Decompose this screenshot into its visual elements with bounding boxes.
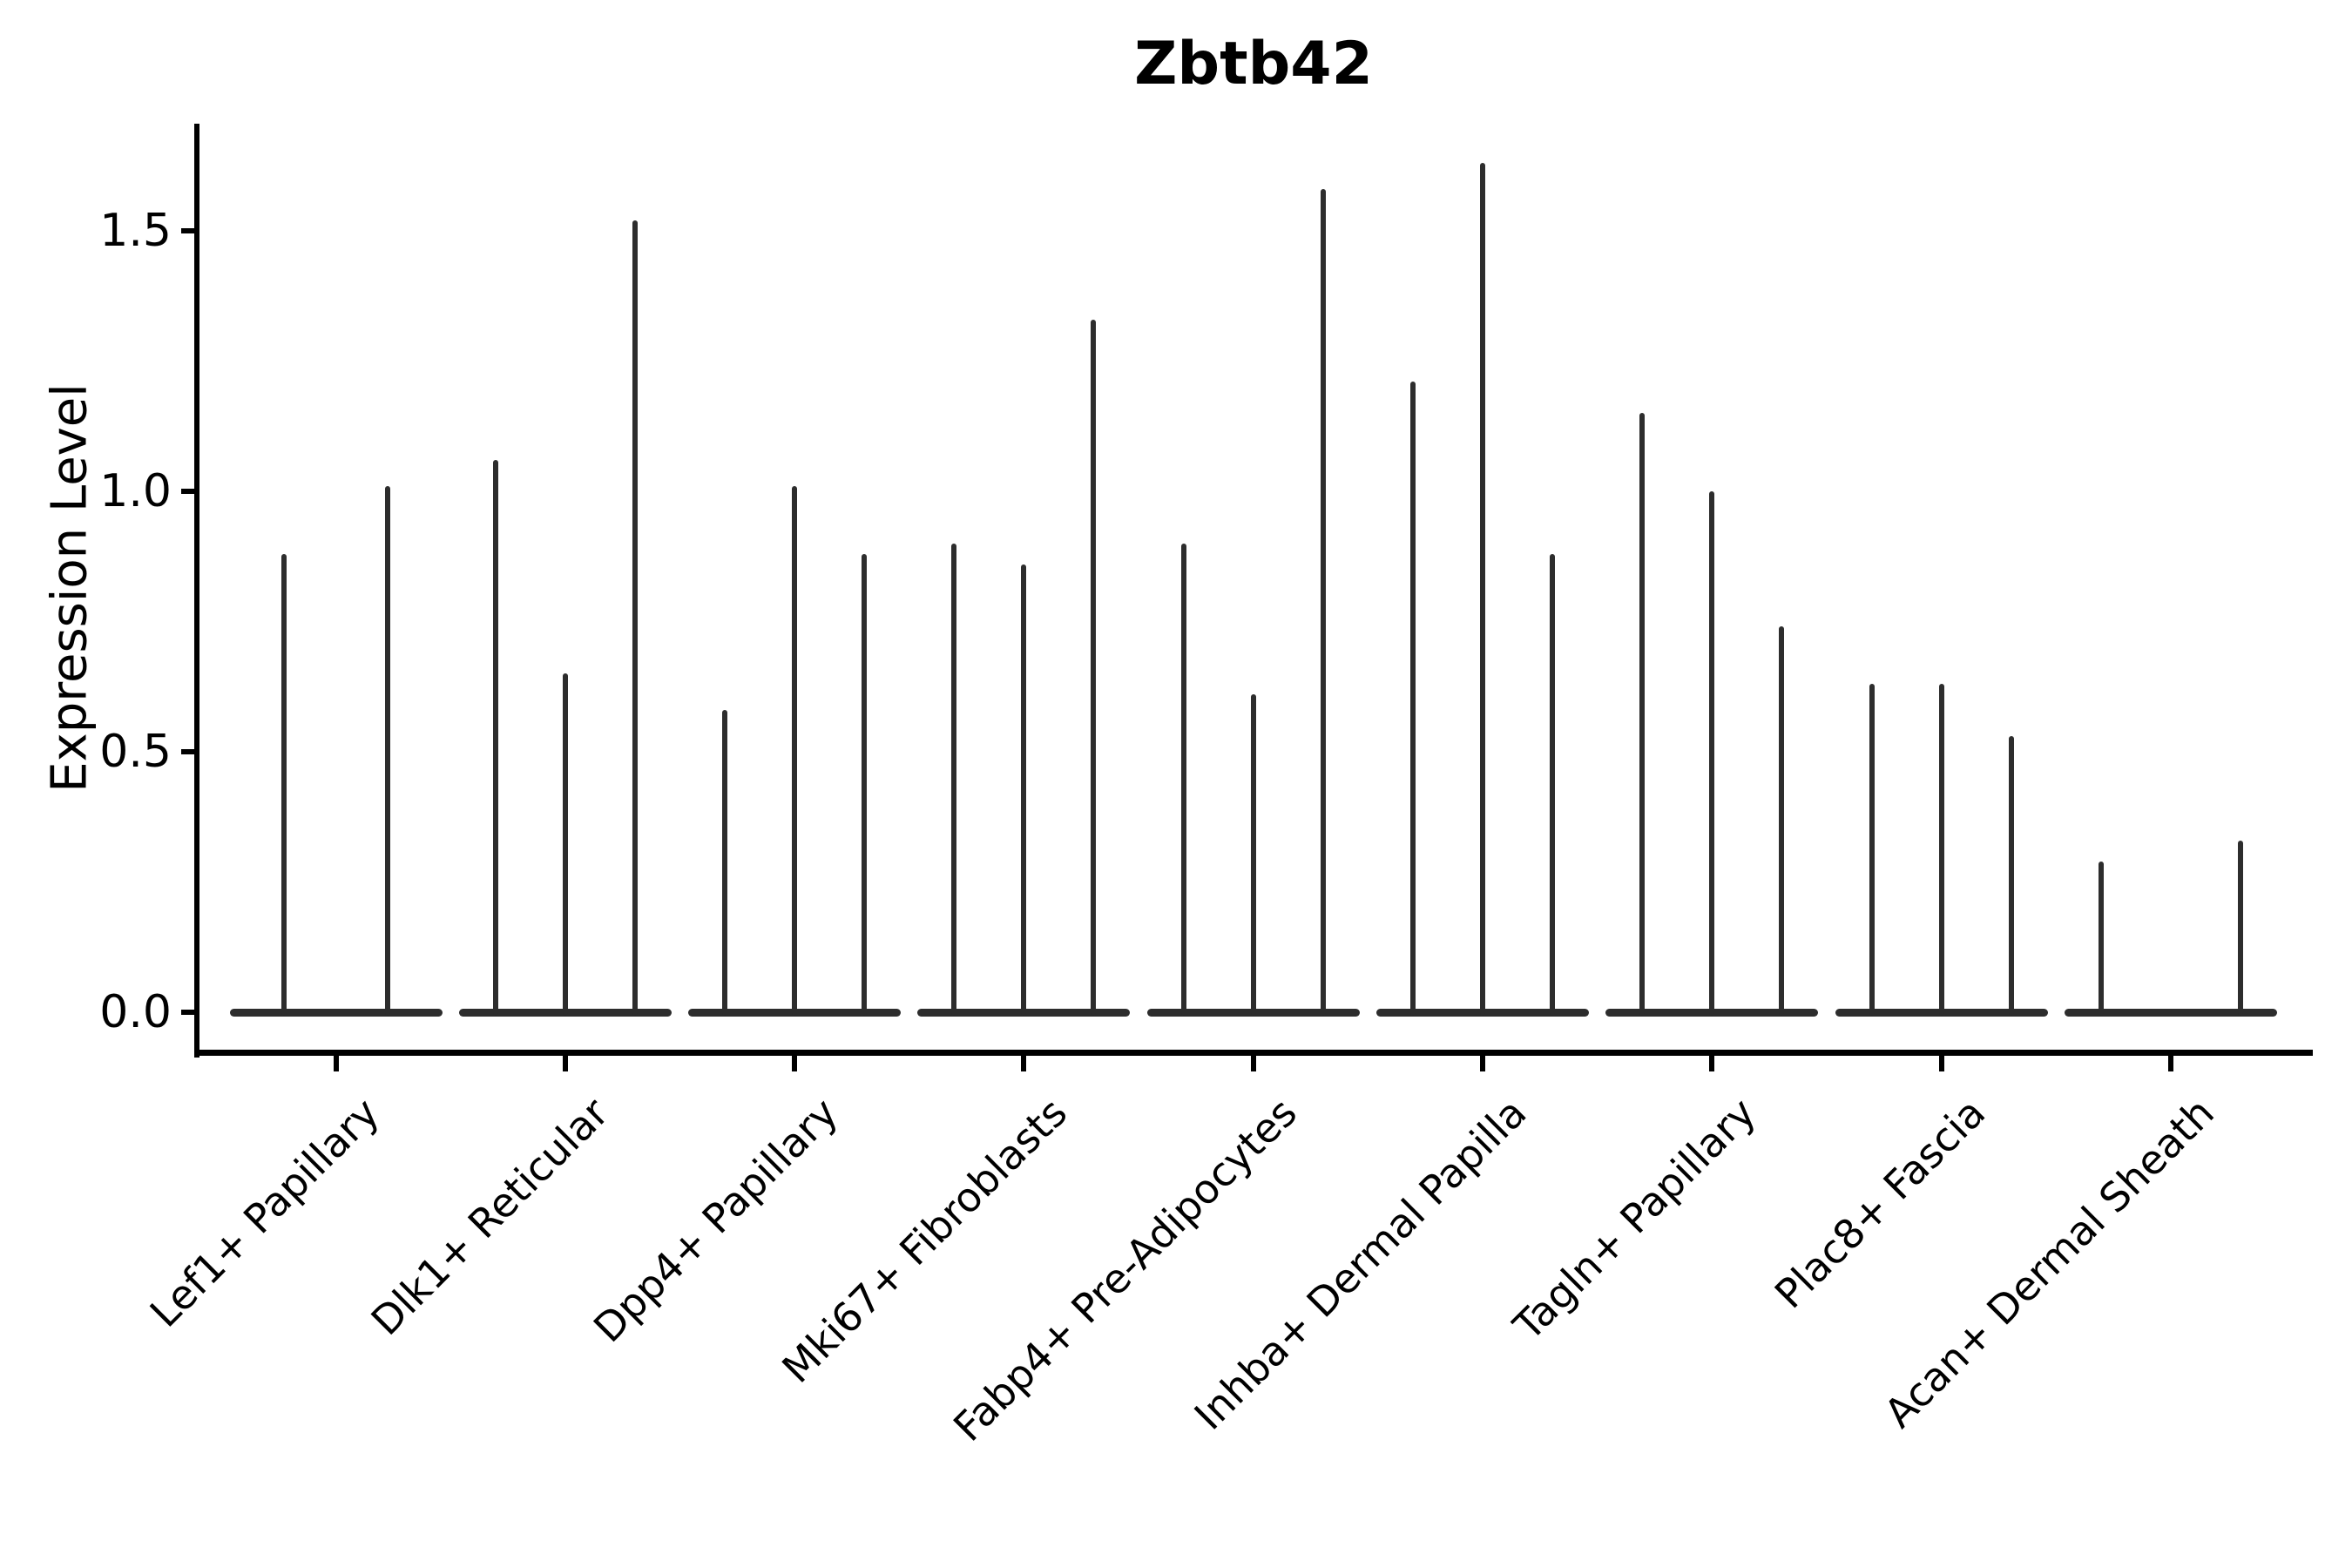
violin-spike [1250,694,1256,1016]
violin-spike [492,460,498,1016]
x-axis-spine [194,1050,2313,1056]
x-tick-mark [333,1056,339,1071]
y-tick-mark [181,749,194,754]
violin-spike [385,486,390,1016]
x-tick-mark [792,1056,798,1071]
violin-spike [1091,319,1097,1016]
violin-spike [1320,189,1326,1016]
violin-spike [2238,840,2243,1016]
x-tick-mark [1709,1056,1715,1071]
x-tick-mark [562,1056,568,1071]
violin-spike [862,553,868,1016]
y-tick-label: 0.5 [99,726,172,778]
x-tick-mark [1021,1056,1027,1071]
y-tick-label: 1.5 [99,205,172,257]
violin-spike [281,553,287,1016]
violin-spike [1709,491,1715,1016]
x-tick-label: Dlk1+ Reticular [362,1089,618,1345]
y-tick-mark [181,489,194,494]
violin-spike [1779,626,1785,1016]
violin-spike [632,220,638,1016]
violin-spike [562,673,568,1016]
x-tick-mark [2168,1056,2173,1071]
violin-baseline [229,1008,443,1017]
x-tick-label: Tagln+ Papillary [1504,1089,1765,1349]
violin-spike [1021,564,1027,1016]
violin-spike [1410,382,1416,1016]
y-tick-label: 0.0 [99,986,172,1038]
violin-spike [1869,684,1875,1016]
violin-baseline [2065,1008,2277,1017]
violin-spike [792,486,798,1016]
violin-spike [1639,413,1646,1016]
y-axis-spine [194,124,199,1058]
x-tick-label: Dpp4+ Papillary [585,1089,848,1352]
x-tick-label: Lef1+ Papillary [140,1089,389,1336]
violin-spike [2099,861,2104,1016]
violin-spike [1938,684,1944,1016]
violin-spike [1550,553,1556,1016]
x-tick-mark [1250,1056,1256,1071]
y-tick-label: 1.0 [99,465,172,517]
x-tick-mark [1938,1056,1944,1071]
y-tick-mark [181,1010,194,1015]
violin-spike [951,543,957,1016]
y-tick-mark [181,228,194,233]
x-tick-mark [1480,1056,1486,1071]
violin-spike [1180,543,1186,1016]
chart-title: Zbtb42 [1134,30,1373,98]
violin-spike [722,710,728,1016]
x-tick-label: Plac8+ Fascia [1765,1089,1994,1318]
violin-spike [2008,736,2014,1016]
violin-spike [1480,163,1486,1016]
